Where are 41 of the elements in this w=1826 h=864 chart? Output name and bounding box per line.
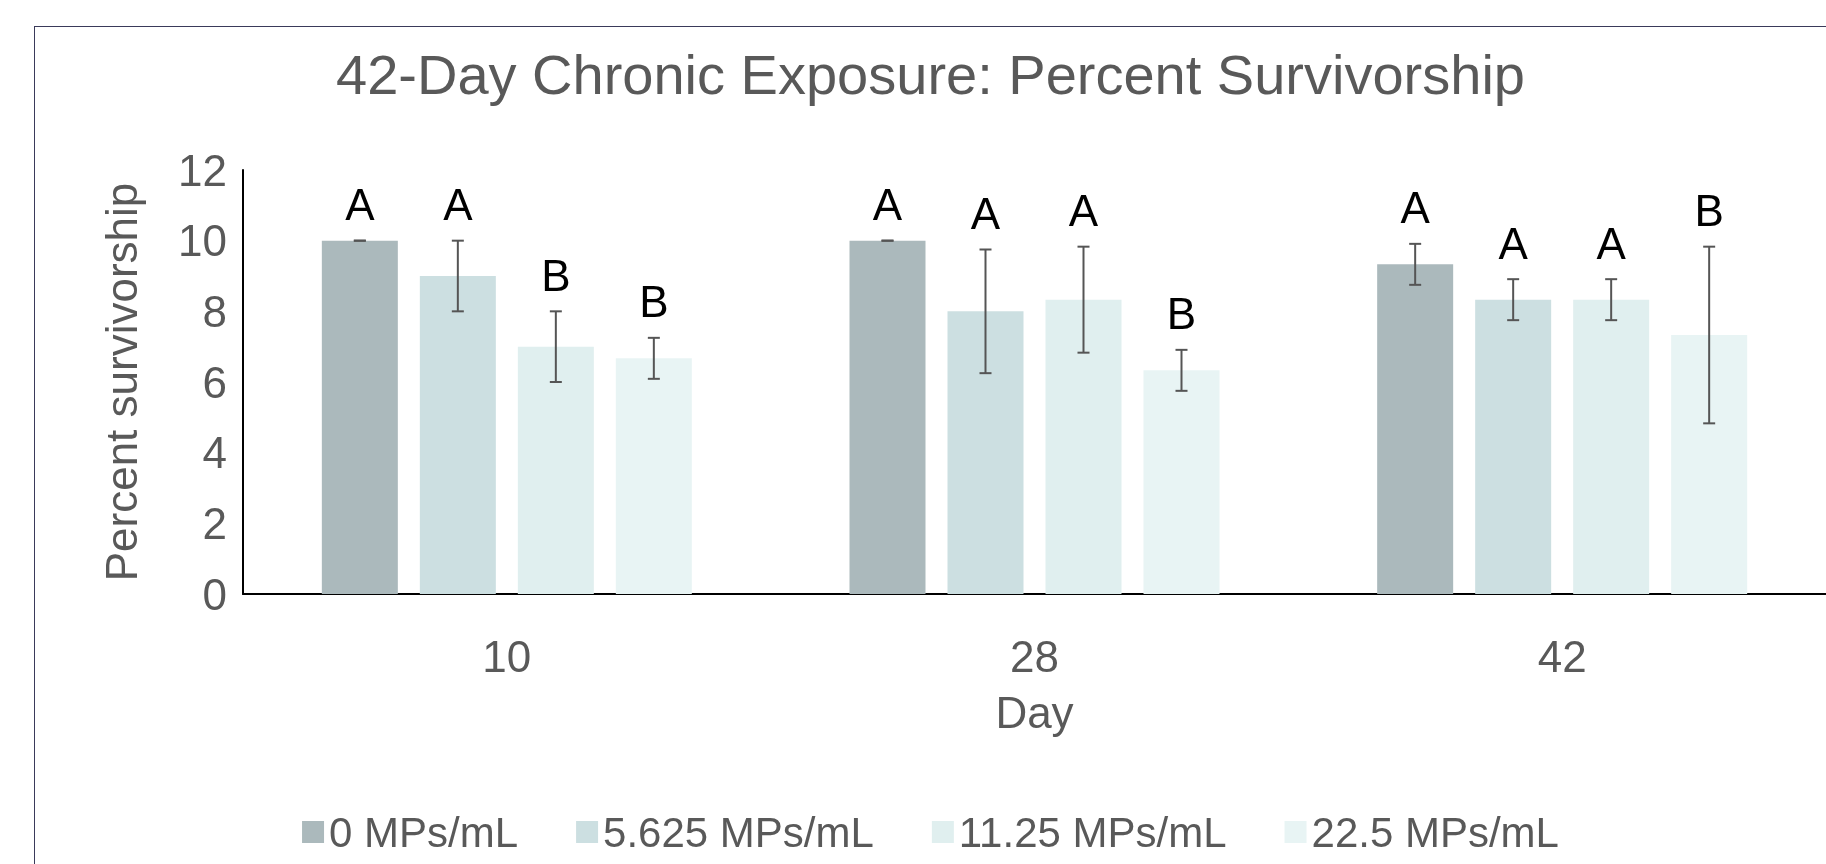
y-tick-label: 4 xyxy=(202,428,227,478)
bar xyxy=(1045,299,1122,594)
y-axis-title: Percent survivorship xyxy=(96,182,146,582)
x-tick-label: 28 xyxy=(1010,631,1059,681)
x-tick-label: 10 xyxy=(482,631,532,681)
legend-label: 11.25 MPs/mL xyxy=(958,808,1227,856)
annotation: B xyxy=(1694,186,1724,236)
legend-label: 5.625 MPs/mL xyxy=(603,808,874,856)
annotation: A xyxy=(1596,218,1627,268)
legend-label: 0 MPs/mL xyxy=(329,808,519,856)
annotation: B xyxy=(639,277,669,327)
bar xyxy=(1143,370,1220,594)
annotation: B xyxy=(541,250,571,300)
bar xyxy=(517,346,594,594)
y-tick-label: 0 xyxy=(202,569,227,619)
annotation: A xyxy=(1498,218,1529,268)
bar xyxy=(419,276,496,594)
chart-title: 42-Day Chronic Exposure: Percent Survivorship xyxy=(336,42,1525,106)
y-tick-label: 10 xyxy=(178,216,227,266)
y-tick-label: 8 xyxy=(202,286,227,336)
y-tick-label: 6 xyxy=(202,357,227,407)
annotation: B xyxy=(1166,289,1197,339)
y-tick-label: 2 xyxy=(202,498,227,548)
annotation: A xyxy=(970,189,1001,238)
annotation: A xyxy=(1400,183,1431,233)
annotation: A xyxy=(345,180,376,230)
legend-label: 22.5 MPs/mL xyxy=(1311,808,1559,856)
annotation: A xyxy=(1068,186,1099,236)
bar xyxy=(1573,299,1650,594)
bar xyxy=(1377,264,1454,594)
y-tick-label: 12 xyxy=(178,145,227,195)
bar xyxy=(1475,299,1552,594)
bar xyxy=(947,311,1024,594)
x-tick-label: 42 xyxy=(1537,631,1587,681)
x-axis-title: Day xyxy=(995,687,1074,737)
annotation: A xyxy=(443,180,474,230)
annotation: A xyxy=(872,180,903,230)
bar xyxy=(849,240,926,594)
bar xyxy=(1671,335,1748,594)
bar xyxy=(615,358,692,594)
bar xyxy=(321,240,398,594)
